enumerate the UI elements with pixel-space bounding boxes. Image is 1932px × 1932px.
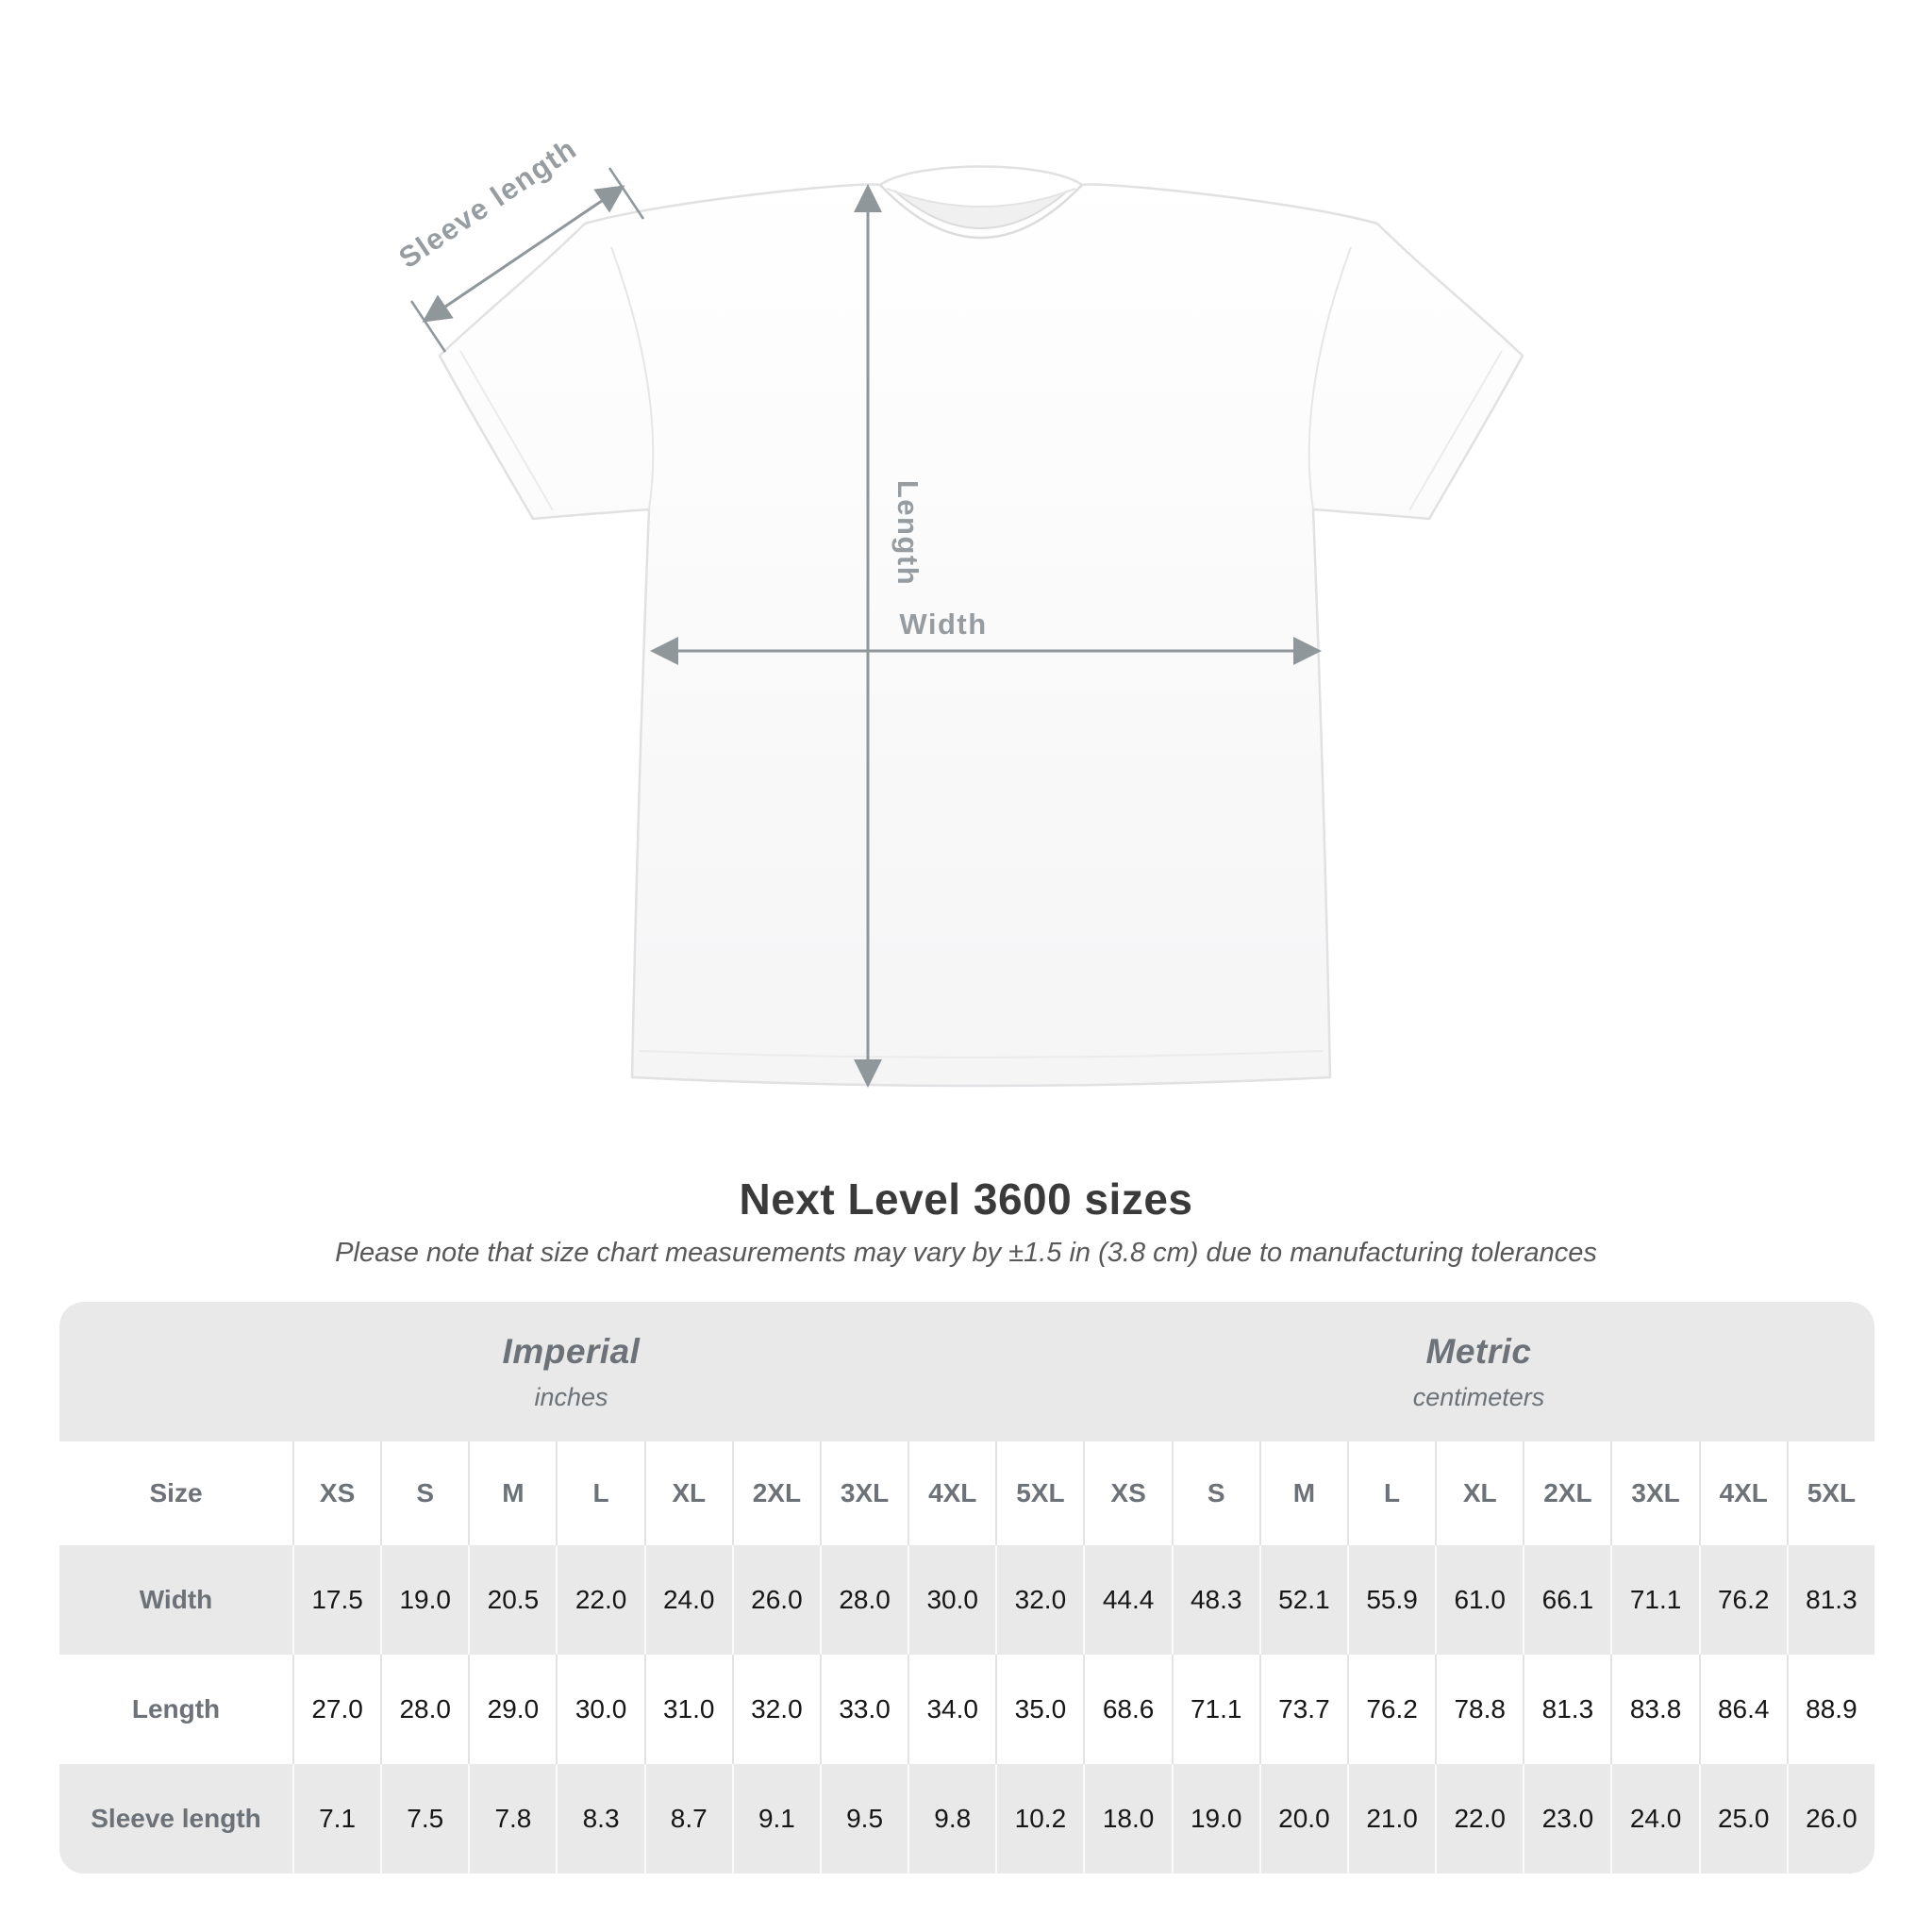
value-width-imperial-s: 19.0 [380, 1545, 468, 1655]
value-length-metric-s: 71.1 [1171, 1655, 1259, 1764]
value-width-metric-s: 48.3 [1171, 1545, 1259, 1655]
sleeve-length-arrow [422, 185, 625, 323]
row-label-sleeve-length: Sleeve length [91, 1804, 261, 1833]
metric-header-group: Metric centimeters [1083, 1302, 1874, 1441]
size-table-body: Size XS S M L XL 2XL 3XL 4XL 5XL XS S M L XL 2XL 3XL 4XL 5… [59, 1441, 1874, 1874]
length-label: Length [891, 480, 924, 586]
value-sleeve-length-metric-2xl: 23.0 [1523, 1764, 1610, 1874]
size-header-row: Size XS S M L XL 2XL 3XL 4XL 5XL XS S M L XL 2XL 3XL 4XL 5… [59, 1441, 1874, 1545]
value-width-imperial-2xl: 26.0 [731, 1545, 820, 1655]
value-sleeve-length-metric-m: 20.0 [1258, 1764, 1347, 1874]
value-width-metric-xl: 61.0 [1435, 1545, 1523, 1655]
imperial-unit-label: inches [534, 1382, 608, 1411]
value-length-imperial-s: 28.0 [380, 1655, 468, 1764]
metric-unit-label: centimeters [1412, 1382, 1545, 1411]
value-length-metric-5xl: 88.9 [1786, 1655, 1874, 1764]
value-width-imperial-5xl: 32.0 [995, 1545, 1083, 1655]
value-width-metric-3xl: 71.1 [1610, 1545, 1698, 1655]
metric-header: Metric [1425, 1331, 1532, 1371]
size-header-imperial-xl: XL [643, 1441, 732, 1545]
value-length-imperial-xs: 27.0 [292, 1655, 380, 1764]
value-sleeve-length-imperial-3xl: 9.5 [819, 1764, 908, 1874]
value-sleeve-length-metric-5xl: 26.0 [1786, 1764, 1874, 1874]
value-width-metric-m: 52.1 [1258, 1545, 1347, 1655]
value-width-metric-xs: 44.4 [1083, 1545, 1171, 1655]
width-label: Width [899, 608, 987, 641]
tshirt-graphic [438, 165, 1524, 1088]
value-length-imperial-2xl: 32.0 [731, 1655, 820, 1764]
value-width-imperial-xs: 17.5 [292, 1545, 380, 1655]
value-length-imperial-3xl: 33.0 [819, 1655, 908, 1764]
tolerance-note: Please note that size chart measurements… [335, 1238, 1597, 1268]
value-sleeve-length-imperial-4xl: 9.8 [908, 1764, 995, 1874]
tshirt-diagram: Sleeve length Length Width [392, 131, 1524, 1088]
row-label-width: Width [139, 1585, 213, 1614]
value-width-imperial-4xl: 30.0 [908, 1545, 995, 1655]
size-header-imperial-3xl: 3XL [819, 1441, 908, 1545]
unit-header-row: Imperial inches Metric centimeters [59, 1302, 1874, 1441]
imperial-header-group: Imperial inches [59, 1302, 1083, 1441]
size-header-metric-4xl: 4XL [1698, 1441, 1787, 1545]
value-sleeve-length-imperial-m: 7.8 [468, 1764, 556, 1874]
value-sleeve-length-metric-3xl: 24.0 [1610, 1764, 1698, 1874]
value-sleeve-length-imperial-l: 8.3 [556, 1764, 643, 1874]
size-header-metric-l: L [1346, 1441, 1435, 1545]
dimension-annotations [409, 167, 1322, 1088]
size-header-metric-3xl: 3XL [1610, 1441, 1698, 1545]
value-length-metric-2xl: 81.3 [1523, 1655, 1610, 1764]
size-header-metric-2xl: 2XL [1523, 1441, 1610, 1545]
value-sleeve-length-imperial-2xl: 9.1 [731, 1764, 820, 1874]
value-length-metric-xl: 78.8 [1435, 1655, 1523, 1764]
size-header-imperial-2xl: 2XL [731, 1441, 820, 1545]
size-header-metric-5xl: 5XL [1786, 1441, 1874, 1545]
value-length-imperial-4xl: 34.0 [908, 1655, 995, 1764]
heading-block: Next Level 3600 sizes Please note that s… [0, 1174, 1932, 1269]
value-length-metric-l: 76.2 [1346, 1655, 1435, 1764]
size-header-imperial-xs: XS [292, 1441, 380, 1545]
value-width-metric-2xl: 66.1 [1523, 1545, 1610, 1655]
value-length-metric-3xl: 83.8 [1610, 1655, 1698, 1764]
value-width-imperial-xl: 24.0 [643, 1545, 732, 1655]
page-title: Next Level 3600 sizes [739, 1174, 1193, 1224]
value-length-metric-4xl: 86.4 [1698, 1655, 1787, 1764]
row-label-size: Size [149, 1478, 203, 1507]
value-length-imperial-m: 29.0 [468, 1655, 556, 1764]
value-length-metric-m: 73.7 [1258, 1655, 1347, 1764]
row-label-length: Length [131, 1694, 221, 1724]
value-width-metric-4xl: 76.2 [1698, 1545, 1787, 1655]
value-length-imperial-l: 30.0 [556, 1655, 643, 1764]
size-header-metric-xl: XL [1435, 1441, 1523, 1545]
value-sleeve-length-imperial-xl: 8.7 [643, 1764, 732, 1874]
value-sleeve-length-metric-4xl: 25.0 [1698, 1764, 1787, 1874]
table-row-width: Width 17.5 19.0 20.5 22.0 24.0 26.0 28.0 30.0 32.… [59, 1545, 1874, 1655]
value-width-metric-5xl: 81.3 [1786, 1545, 1874, 1655]
imperial-header: Imperial [502, 1331, 641, 1371]
value-width-imperial-3xl: 28.0 [819, 1545, 908, 1655]
value-sleeve-length-metric-xl: 22.0 [1435, 1764, 1523, 1874]
size-header-imperial-m: M [468, 1441, 556, 1545]
value-length-metric-xs: 68.6 [1083, 1655, 1171, 1764]
value-sleeve-length-metric-xs: 18.0 [1083, 1764, 1171, 1874]
value-length-imperial-xl: 31.0 [643, 1655, 732, 1764]
size-header-imperial-l: L [556, 1441, 643, 1545]
size-header-imperial-4xl: 4XL [908, 1441, 995, 1545]
size-header-metric-xs: XS [1083, 1441, 1171, 1545]
value-length-imperial-5xl: 35.0 [995, 1655, 1083, 1764]
value-sleeve-length-imperial-5xl: 10.2 [995, 1764, 1083, 1874]
table-row-length: Length 27.0 28.0 29.0 30.0 31.0 32.0 33.0 34.0 35… [59, 1655, 1874, 1764]
value-width-metric-l: 55.9 [1346, 1545, 1435, 1655]
value-sleeve-length-imperial-xs: 7.1 [292, 1764, 380, 1874]
size-header-imperial-s: S [380, 1441, 468, 1545]
size-chart-table: Imperial inches Metric centimeters Size X… [59, 1302, 1874, 1874]
value-sleeve-length-metric-l: 21.0 [1346, 1764, 1435, 1874]
size-header-metric-s: S [1171, 1441, 1259, 1545]
size-header-metric-m: M [1258, 1441, 1347, 1545]
value-width-imperial-m: 20.5 [468, 1545, 556, 1655]
size-header-imperial-5xl: 5XL [995, 1441, 1083, 1545]
value-sleeve-length-metric-s: 19.0 [1171, 1764, 1259, 1874]
value-sleeve-length-imperial-s: 7.5 [380, 1764, 468, 1874]
value-width-imperial-l: 22.0 [556, 1545, 643, 1655]
table-row-sleeve-length: Sleeve length 7.1 7.5 7.8 8.3 8.7 9.1 9.5 9.8 10.… [59, 1764, 1874, 1874]
